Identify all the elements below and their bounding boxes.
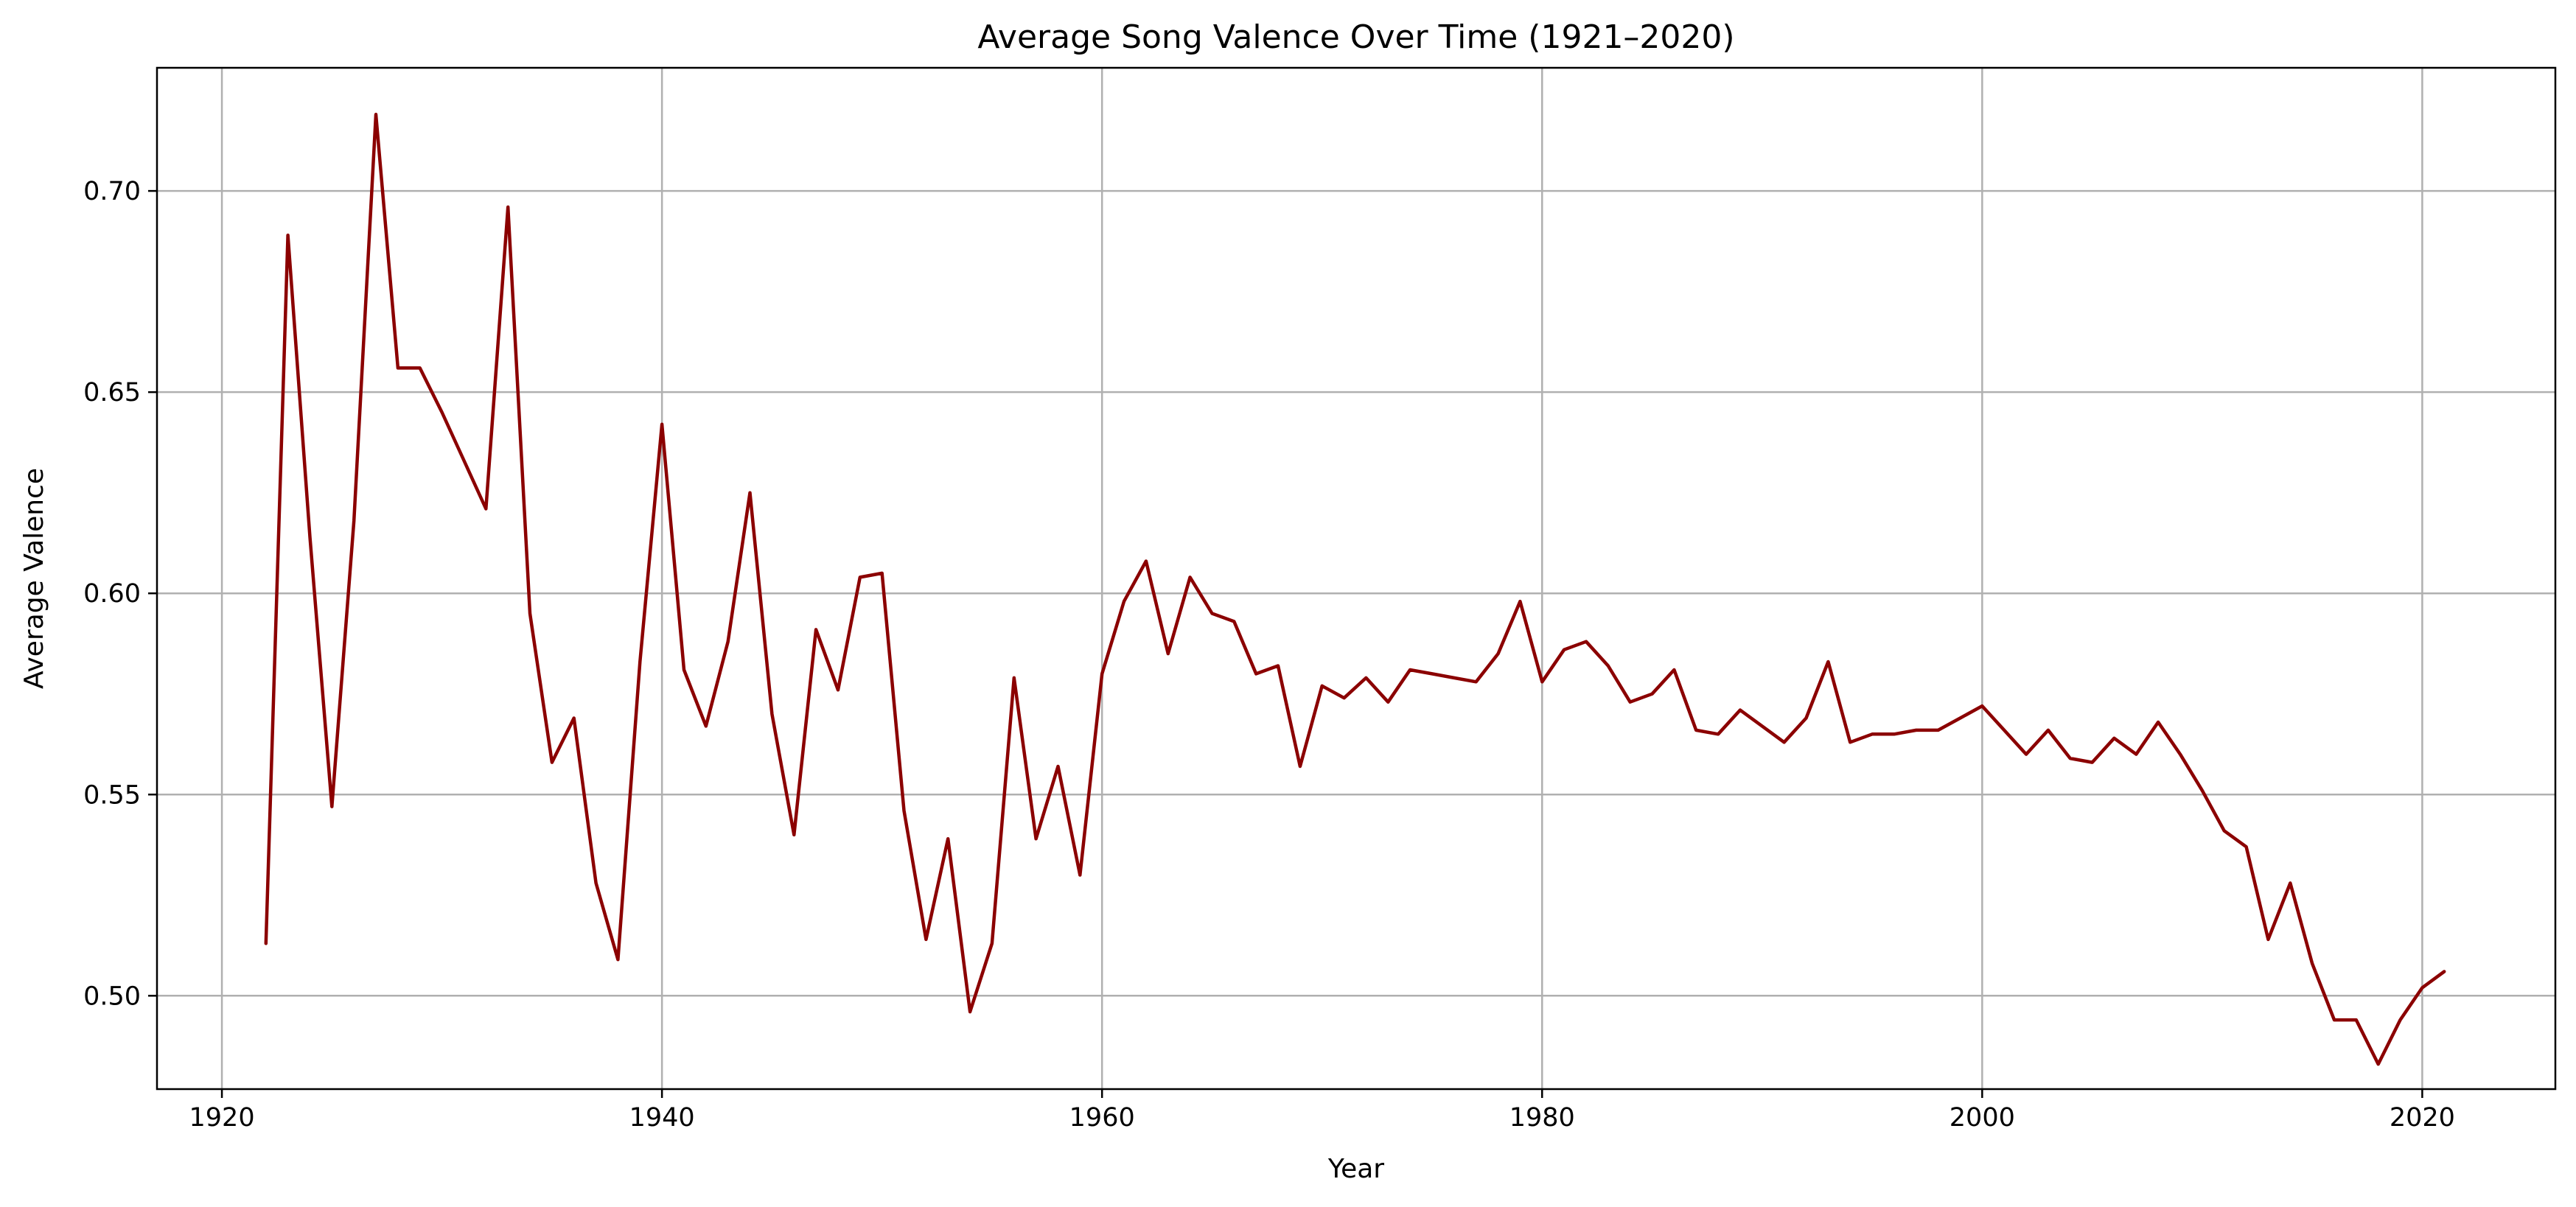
x-axis-label: Year [1327, 1154, 1384, 1184]
plot-frame [156, 66, 2557, 1091]
x-axis-ticks: 1920 1940 1960 1980 2000 2020 [189, 1089, 2455, 1133]
series-line [264, 113, 2446, 1066]
y-tick-label: 0.50 [83, 982, 141, 1011]
x-tick-label: 1920 [189, 1103, 255, 1133]
chart-title: Average Song Valence Over Time (1921–202… [977, 18, 1734, 56]
x-tick-label: 1960 [1069, 1103, 1135, 1133]
y-tick-label: 0.70 [83, 177, 141, 206]
y-tick-label: 0.60 [83, 579, 141, 609]
y-axis-ticks: 0.50 0.55 0.60 0.65 0.70 [83, 177, 157, 1011]
y-tick-label: 0.55 [83, 780, 141, 810]
x-tick-label: 2020 [2390, 1103, 2455, 1133]
y-tick-label: 0.65 [83, 378, 141, 407]
x-tick-label: 2000 [1950, 1103, 2015, 1133]
grid-lines [157, 68, 2555, 1089]
series-group [264, 113, 2446, 1066]
x-tick-label: 1980 [1509, 1103, 1575, 1133]
x-tick-label: 1940 [629, 1103, 695, 1133]
y-axis-label: Average Valence [19, 468, 49, 689]
